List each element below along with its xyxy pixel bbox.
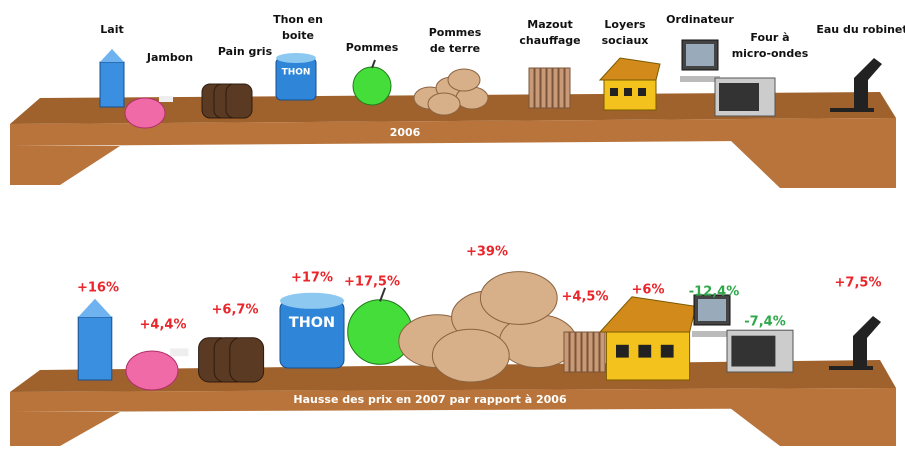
can-lid	[276, 53, 316, 63]
radiator-fin	[582, 332, 587, 372]
microwave-door	[731, 336, 775, 367]
bread	[230, 338, 264, 382]
item-label: de terre	[430, 42, 480, 55]
can-text: THON	[289, 315, 335, 331]
price-change: +4,4%	[140, 318, 187, 333]
potato	[428, 93, 460, 115]
item-label: Four à	[750, 31, 789, 44]
radiator-fin	[594, 332, 599, 372]
ham	[125, 98, 165, 128]
milk	[100, 62, 124, 107]
apple	[353, 67, 391, 105]
radiator-fin	[576, 332, 581, 372]
price-change: +39%	[466, 245, 508, 260]
ham-bone	[159, 96, 173, 102]
can	[276, 58, 316, 100]
bracket	[10, 146, 120, 185]
milk-top	[100, 49, 124, 62]
item-label: sociaux	[602, 34, 649, 47]
price-change: +7,5%	[835, 276, 882, 291]
price-change: -7,4%	[744, 315, 785, 330]
price-change: +17,5%	[344, 275, 400, 290]
roof	[600, 58, 660, 80]
roof	[600, 297, 696, 332]
can-text: THON	[282, 68, 311, 78]
item-label: Jambon	[146, 51, 193, 64]
radiator-fin	[588, 332, 593, 372]
radiator-fin	[559, 68, 564, 108]
ham-bone	[170, 348, 188, 356]
item-label: Lait	[100, 23, 123, 36]
window	[638, 345, 651, 358]
ham	[126, 351, 178, 390]
bracket	[730, 408, 896, 446]
screen	[698, 299, 726, 321]
item-label: Pommes	[429, 26, 482, 39]
window	[616, 345, 629, 358]
potato	[448, 69, 480, 91]
can-lid	[280, 293, 344, 309]
microwave-door	[719, 83, 759, 111]
milk	[78, 317, 112, 380]
radiator-fin	[541, 68, 546, 108]
milk-top	[78, 299, 112, 317]
potato	[432, 329, 509, 382]
radiator-fin	[565, 68, 570, 108]
window	[610, 88, 618, 96]
keyboard	[692, 331, 732, 337]
window	[661, 345, 674, 358]
shelf-label: 2006	[390, 126, 421, 139]
price-change: +4,5%	[562, 290, 609, 305]
radiator-fin	[535, 68, 540, 108]
bracket	[10, 412, 120, 446]
item-label: Pommes	[346, 41, 399, 54]
item-label: chauffage	[519, 34, 580, 47]
bread	[226, 84, 252, 118]
potato	[480, 272, 557, 325]
item-label: Mazout	[527, 18, 572, 31]
price-change: +6%	[632, 283, 665, 298]
bracket	[730, 140, 896, 188]
item-label: Loyers	[604, 18, 646, 31]
price-change: +17%	[291, 271, 333, 286]
item-label: Eau du robinet	[816, 23, 905, 36]
radiator-fin	[600, 332, 605, 372]
radiator-fin	[547, 68, 552, 108]
radiator-fin	[553, 68, 558, 108]
screen	[686, 44, 714, 66]
shelf-label: Hausse des prix en 2007 par rapport à 20…	[293, 393, 567, 406]
item-label: boite	[282, 29, 314, 42]
item-label: Thon en	[273, 13, 323, 26]
keyboard	[680, 76, 720, 82]
infographic: 2006 Hausse des prix en 2007 par rapport…	[0, 0, 905, 446]
window	[638, 88, 646, 96]
price-change: +6,7%	[212, 303, 259, 318]
item-label: Pain gris	[218, 45, 273, 58]
price-change: -12,4%	[689, 285, 740, 300]
radiator-fin	[570, 332, 575, 372]
radiator-fin	[564, 332, 569, 372]
price-change: +16%	[77, 281, 119, 296]
window	[624, 88, 632, 96]
radiator-fin	[529, 68, 534, 108]
item-label: Ordinateur	[666, 13, 734, 26]
item-label: micro-ondes	[732, 47, 809, 60]
can	[280, 301, 344, 368]
